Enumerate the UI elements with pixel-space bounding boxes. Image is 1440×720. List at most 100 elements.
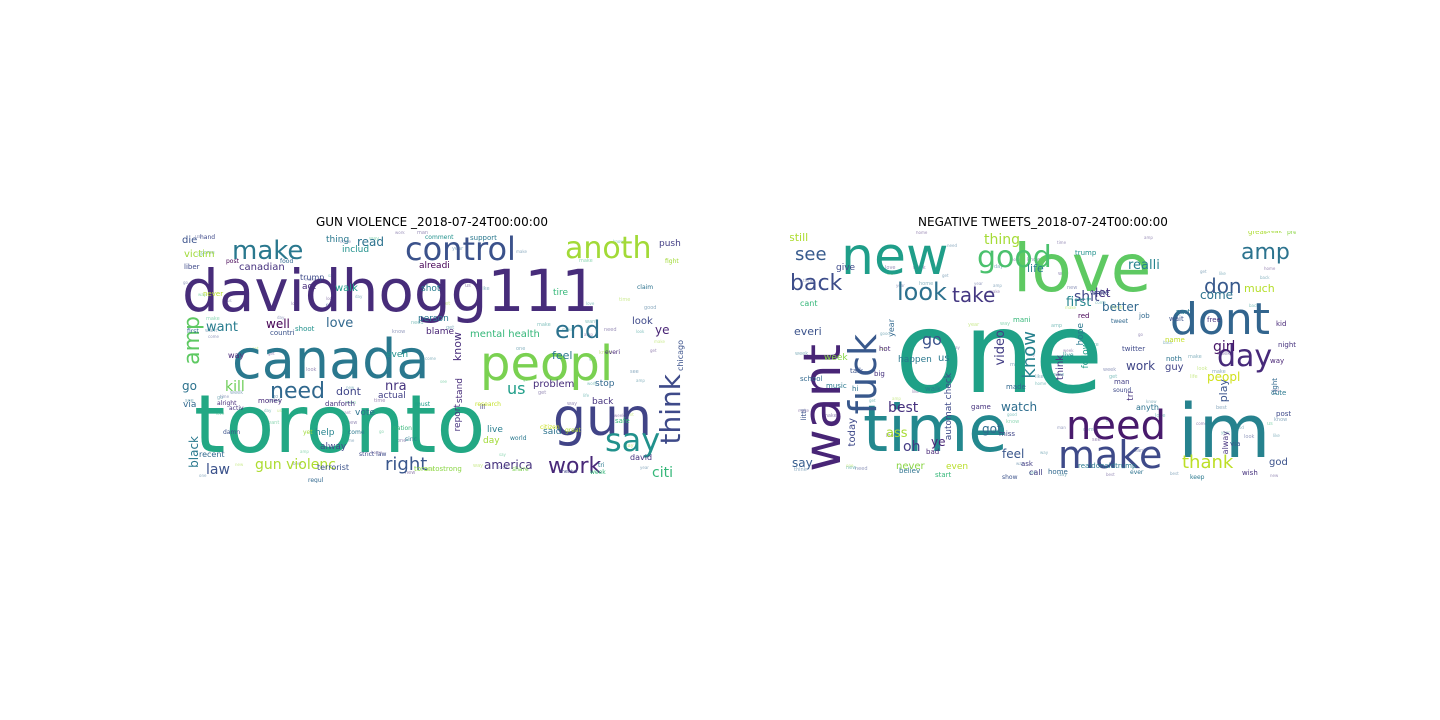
cloud-filler-word: make	[579, 258, 593, 264]
cloud-filler-word: come	[1196, 421, 1208, 426]
cloud-word: right	[385, 454, 428, 475]
cloud-filler-word: best	[293, 461, 302, 466]
cloud-filler-word: week	[1063, 348, 1074, 353]
cloud-word: got	[982, 422, 1002, 436]
cloud-filler-word: go	[523, 377, 528, 382]
cloud-word: via	[183, 400, 197, 410]
cloud-filler-word: love	[586, 301, 595, 306]
cloud-word: kid	[1276, 320, 1287, 328]
cloud-filler-word: week	[795, 351, 809, 357]
cloud-word: david	[630, 453, 653, 462]
cloud-filler-word: come	[1083, 427, 1097, 433]
cloud-filler-word: best	[1216, 405, 1227, 411]
cloud-word: first	[1066, 295, 1092, 310]
cloud-word: feel	[552, 349, 573, 362]
cloud-filler-word: year	[640, 465, 649, 470]
cloud-filler-word: amp	[1051, 323, 1063, 329]
cloud-word: play	[1217, 379, 1230, 403]
cloud-word: trump	[300, 273, 325, 282]
cloud-filler-word: one	[199, 473, 207, 478]
cloud-filler-word: home	[916, 231, 928, 235]
cloud-filler-word: home	[1264, 266, 1276, 271]
cloud-word: pretti	[1287, 231, 1296, 236]
cloud-word: don	[1204, 274, 1242, 298]
cloud-filler-word: want	[205, 328, 218, 334]
cloud-filler-word: make	[798, 408, 809, 413]
cloud-filler-word: us	[1133, 255, 1139, 261]
cloud-filler-word: like	[481, 286, 490, 292]
cloud-word: need	[1066, 403, 1166, 449]
cloud-word: school	[800, 375, 823, 383]
cloud-word: feel	[1002, 447, 1025, 461]
cloud-word: first	[187, 328, 199, 335]
cloud-word: made	[1006, 383, 1026, 391]
cloud-filler-word: week	[1217, 351, 1231, 357]
cloud-word: research	[475, 401, 501, 408]
cloud-filler-word: want	[341, 410, 351, 415]
cloud-word: give	[836, 263, 856, 273]
cloud-filler-word: way	[1000, 321, 1011, 327]
cloud-word: miss	[999, 430, 1016, 438]
cloud-word: america	[484, 458, 533, 472]
cloud-filler-word: think	[794, 467, 807, 473]
cloud-word: great	[1248, 231, 1267, 236]
cloud-filler-word: day	[264, 408, 272, 413]
cloud-filler-word: best	[1106, 472, 1115, 477]
cloud-word: never	[896, 461, 925, 472]
cloud-word: everi	[794, 325, 822, 338]
cloud-filler-word: new	[405, 470, 416, 476]
cloud-filler-word: make	[1212, 369, 1226, 375]
cloud-filler-word: go	[1138, 332, 1143, 337]
cloud-word: ill	[480, 404, 486, 411]
cloud-filler-word: like	[912, 389, 919, 394]
cloud-word: even	[386, 350, 409, 360]
cloud-word: ever	[1130, 469, 1144, 476]
cloud-word: citizen	[540, 424, 560, 431]
cloud-word: think	[654, 374, 685, 445]
cloud-word: citi	[652, 465, 673, 481]
cloud-filler-word: get	[650, 348, 657, 353]
cloud-word: new	[841, 231, 949, 287]
cloud-word: look	[632, 316, 653, 327]
cloud-filler-word: love	[291, 301, 300, 306]
cloud-filler-word: good	[1234, 425, 1244, 430]
cloud-filler-word: year	[452, 246, 464, 252]
cloud-word: kill	[225, 379, 245, 395]
cloud-word: week	[590, 469, 606, 476]
cloud-filler-word: look	[886, 433, 897, 439]
cloud-word: let	[1095, 286, 1111, 300]
cloud-filler-word: new	[846, 465, 857, 471]
cloud-filler-word: new	[346, 385, 355, 390]
cloud-filler-word: see	[630, 369, 639, 375]
cloud-word: good	[977, 240, 1052, 275]
cloud-filler-word: get	[1200, 269, 1207, 274]
cloud-word: wish	[1242, 469, 1258, 477]
cloud-word: even	[946, 462, 969, 472]
cloud-filler-word: know	[392, 329, 406, 335]
cloud-filler-word: know	[1051, 372, 1065, 378]
cloud-word: help	[315, 428, 335, 438]
cloud-word: food	[280, 258, 294, 265]
cloud-filler-word: know	[599, 350, 613, 356]
cloud-filler-word: come	[208, 334, 220, 339]
cloud-word: everi	[605, 349, 621, 356]
cloud-word: much	[1244, 282, 1275, 295]
cloud-word: trump	[1075, 249, 1097, 257]
cloud-word: make	[232, 236, 304, 266]
cloud-filler-word: back	[1249, 303, 1259, 308]
cloud-word: realli	[1128, 258, 1160, 273]
cloud-word: alright	[217, 400, 237, 407]
cloud-filler-word: like	[1035, 374, 1044, 380]
cloud-filler-word: want	[1133, 448, 1146, 454]
cloud-filler-word: make	[562, 327, 573, 332]
cloud-filler-word: look	[636, 329, 645, 334]
cloud-filler-word: amp	[300, 449, 309, 454]
cloud-filler-word: go	[326, 302, 331, 307]
cloud-word: nra	[385, 379, 407, 394]
cloud-filler-word: us	[1267, 421, 1273, 427]
cloud-word: gun	[553, 388, 652, 448]
cloud-filler-word: look	[306, 367, 317, 373]
cloud-word: work	[1126, 359, 1156, 373]
cloud-filler-word: love	[216, 411, 225, 416]
cloud-filler-word: way	[198, 292, 207, 297]
